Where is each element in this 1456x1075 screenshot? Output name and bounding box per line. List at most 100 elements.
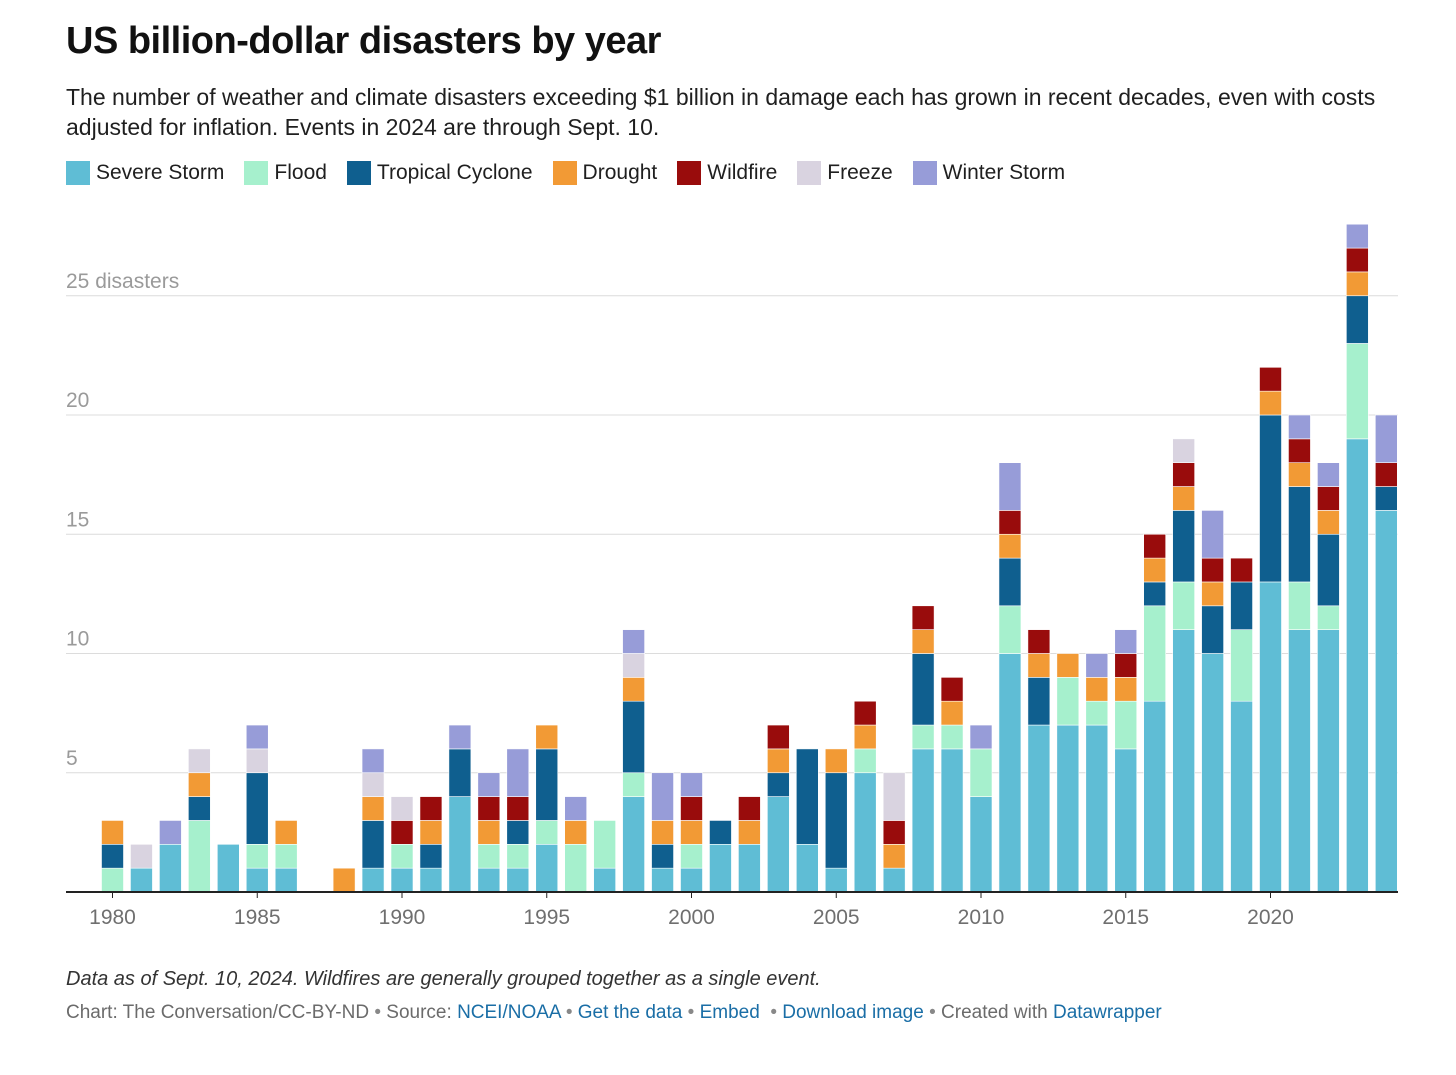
y-tick-label: 25 disasters: [66, 270, 179, 293]
separator-dot: •: [929, 1002, 942, 1023]
bar-segment: [998, 533, 1022, 559]
bar-segment: [1317, 486, 1340, 511]
bar-segment: [477, 843, 501, 869]
y-tick-label: 20: [66, 389, 89, 412]
source-label: Source:: [386, 1002, 452, 1023]
bar-segment: [767, 748, 790, 774]
bar-segment: [998, 510, 1022, 535]
legend-swatch: [912, 161, 937, 185]
bar-segment: [188, 772, 211, 797]
bar-segment: [998, 462, 1022, 511]
bar-segment: [651, 843, 674, 869]
bar-segment: [564, 843, 588, 893]
x-tick-label: 2000: [668, 906, 715, 929]
x-tick-label: 2010: [958, 906, 1005, 929]
bar-segment: [622, 677, 645, 702]
bar-segment: [1172, 629, 1195, 893]
legend-label: Freeze: [827, 161, 893, 184]
bar-segment: [1027, 724, 1051, 893]
bar-segment: [188, 748, 211, 774]
bar-segment: [506, 820, 530, 845]
bar-segment: [1230, 700, 1253, 893]
source-link[interactable]: NCEI/NOAA: [457, 1002, 561, 1023]
bar-segment: [911, 653, 935, 726]
bar-segment: [506, 796, 530, 821]
y-tick-label: 10: [66, 628, 89, 651]
bar-segment: [1172, 462, 1195, 487]
bar-segment: [853, 724, 877, 750]
bar-segment: [969, 796, 993, 893]
bar-segment: [940, 700, 964, 726]
bar-segment: [477, 796, 501, 821]
x-tick-label: 1985: [234, 906, 281, 929]
bar-segment: [795, 748, 819, 845]
bar-segment: [1027, 677, 1051, 726]
bar-segment: [969, 748, 993, 797]
get-data-link[interactable]: Get the data: [577, 1002, 683, 1023]
bar-segment: [1172, 510, 1195, 583]
bar-segment: [882, 867, 906, 893]
bar-segment: [767, 724, 790, 750]
chart-note: Data as of Sept. 10, 2024. Wildfires are…: [66, 968, 821, 990]
bar-segment: [824, 867, 848, 893]
bar-segment: [622, 629, 645, 654]
bar-segment: [680, 867, 703, 893]
bar-segment: [911, 748, 935, 893]
bar-segment: [1114, 629, 1138, 654]
legend-item: Severe Storm: [66, 161, 224, 185]
bar-segment: [217, 843, 240, 893]
bar-segment: [738, 820, 761, 845]
x-tick-label: 2015: [1102, 906, 1149, 929]
bar-segment: [1201, 653, 1224, 893]
bar-segment: [1143, 533, 1166, 559]
bar-segment: [651, 772, 674, 821]
bar-segment: [1172, 581, 1195, 630]
bar-segment: [361, 796, 385, 821]
bar-segment: [1085, 677, 1109, 702]
bar-segment: [535, 724, 559, 750]
datawrapper-link[interactable]: Datawrapper: [1052, 1002, 1162, 1023]
legend-swatch: [677, 161, 702, 185]
legend-swatch: [244, 161, 269, 185]
bar-segment: [419, 843, 443, 869]
legend-label: Winter Storm: [942, 161, 1066, 184]
bar-segment: [998, 653, 1022, 893]
bar-segment: [1201, 510, 1224, 559]
bar-segment: [101, 820, 124, 845]
bar-segment: [477, 867, 501, 893]
download-image-link[interactable]: Download image: [782, 1002, 924, 1023]
bar-segment: [651, 867, 674, 893]
bar-segment: [1346, 271, 1369, 297]
bar-segment: [448, 724, 472, 750]
bar-segment: [448, 796, 472, 893]
bar-segment: [477, 820, 501, 845]
bar-segment: [130, 843, 153, 869]
bar-segment: [1230, 581, 1253, 630]
chart-subtitle: The number of weather and climate disast…: [66, 84, 1376, 140]
separator-dot: •: [565, 1002, 578, 1023]
bar-segment: [622, 653, 645, 678]
bar-segment: [709, 843, 732, 893]
bar-segment: [853, 772, 877, 893]
bar-segment: [1143, 557, 1166, 583]
bar-segment: [506, 867, 530, 893]
bar-segment: [1288, 438, 1311, 464]
bar-segment: [245, 843, 269, 869]
bar-segment: [622, 772, 645, 797]
legend-item: Wildfire: [677, 161, 777, 185]
legend-label: Severe Storm: [96, 161, 225, 184]
bar-segment: [535, 843, 559, 893]
bar-segment: [709, 820, 732, 845]
x-tick-label: 2005: [813, 906, 860, 929]
bar-segment: [940, 748, 964, 893]
bar-segment: [361, 867, 385, 893]
bar-segment: [911, 629, 935, 654]
x-tick-label: 1980: [89, 906, 136, 929]
bar-segment: [1346, 223, 1369, 249]
bar-segment: [159, 820, 182, 845]
bar-segment: [940, 677, 964, 702]
bar-segment: [593, 867, 616, 893]
credits-line: Chart: The Conversation/CC-BY-ND • Sourc…: [66, 1002, 1162, 1024]
bar-segment: [1346, 438, 1369, 893]
embed-link[interactable]: Embed: [699, 1002, 760, 1023]
